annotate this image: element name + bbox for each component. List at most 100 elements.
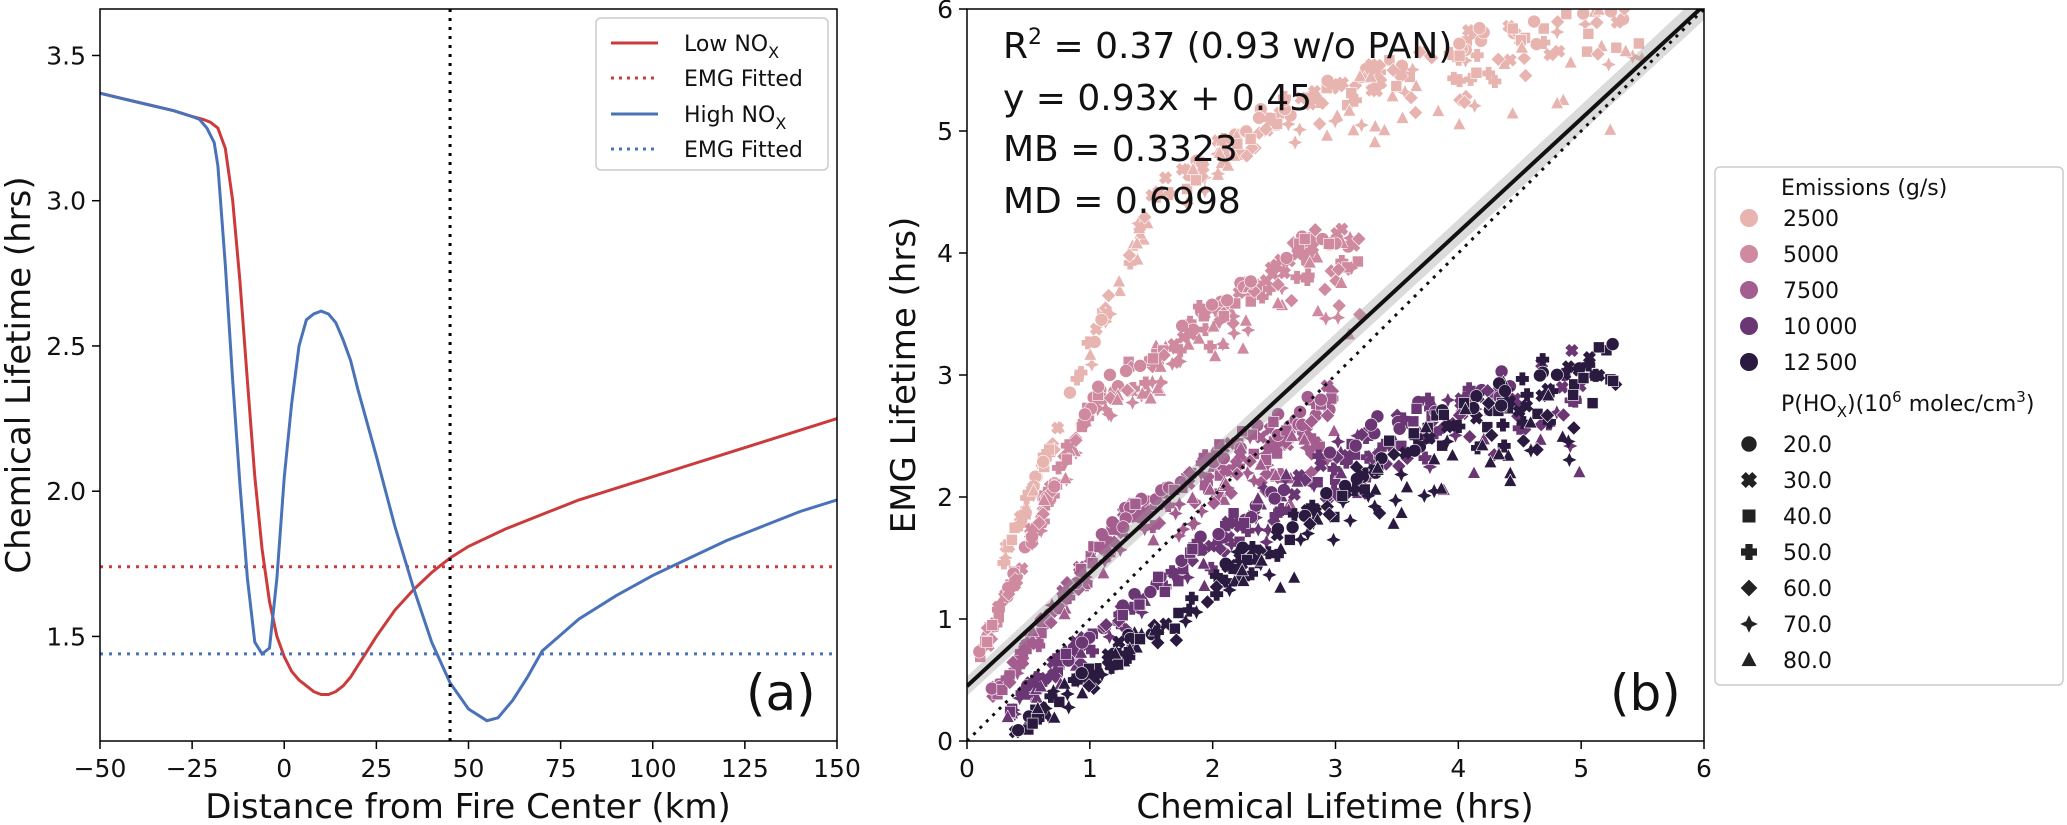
scatter-point — [1212, 314, 1227, 330]
scatter-point — [1610, 15, 1624, 29]
scatter-point — [1213, 438, 1226, 451]
scatter-point — [1216, 133, 1230, 147]
scatter-point — [1012, 659, 1026, 673]
scatter-point — [1024, 637, 1038, 651]
scatter-point — [1550, 24, 1565, 40]
scatter-point — [1469, 389, 1484, 403]
x-tick-label: 50 — [453, 754, 485, 783]
scatter-point — [1181, 183, 1193, 195]
scatter-point — [1067, 673, 1081, 687]
x-tick-label: 5 — [1573, 754, 1589, 783]
scatter-point — [1137, 521, 1152, 537]
scatter-point — [1412, 44, 1428, 60]
scatter-point — [1230, 571, 1245, 586]
scatter-point — [1543, 48, 1557, 62]
scatter-point — [1194, 543, 1209, 557]
scatter-point — [1616, 9, 1632, 17]
scatter-point — [1405, 62, 1420, 77]
scatter-point — [1533, 368, 1547, 383]
scatter-point — [1139, 376, 1153, 390]
scatter-point — [1060, 439, 1074, 453]
scatter-point — [1512, 421, 1526, 435]
scatter-point — [1422, 431, 1436, 445]
y-tick-label: 1.5 — [46, 622, 86, 651]
scatter-point — [1011, 723, 1025, 737]
scatter-point — [1440, 434, 1455, 449]
scatter-point — [1562, 452, 1577, 468]
scatter-point — [1017, 510, 1031, 524]
scatter-point — [1119, 364, 1133, 378]
scatter-point — [1180, 196, 1195, 211]
scatter-point — [1452, 116, 1467, 130]
scatter-point — [1589, 14, 1605, 31]
panel-b-x-ticks: 0 1 2 3 4 5 6 — [959, 741, 1712, 783]
scatter-point — [1216, 451, 1231, 466]
scatter-point — [1541, 387, 1556, 402]
scatter-point — [1165, 565, 1179, 579]
scatter-point — [1312, 449, 1326, 463]
scatter-point — [981, 636, 994, 648]
scatter-point — [1259, 534, 1274, 550]
scatter-point — [1581, 45, 1593, 58]
scatter-point — [1176, 522, 1191, 537]
scatter-point — [1523, 414, 1538, 429]
scatter-point — [1582, 351, 1596, 365]
scatter-point — [1079, 574, 1094, 589]
scatter-point — [1236, 340, 1251, 355]
scatter-point — [1497, 439, 1511, 453]
y-tick-label: 3 — [937, 361, 953, 390]
scatter-point — [1350, 428, 1365, 443]
mean-deviation-annotation: MD = 0.6998 — [1003, 181, 1241, 222]
scatter-point — [1134, 605, 1150, 620]
scatter-point — [1264, 439, 1278, 453]
scatter-point — [1057, 676, 1072, 690]
scatter-point — [1458, 401, 1473, 415]
scatter-point — [1211, 527, 1226, 541]
svg-text:EMG Fitted: EMG Fitted — [684, 138, 803, 163]
scatter-point — [1331, 298, 1347, 314]
legend-emission-label: 7500 — [1783, 279, 1839, 304]
x-tick-label: 150 — [813, 754, 861, 783]
scatter-point — [1576, 9, 1591, 21]
scatter-point — [1494, 398, 1509, 413]
scatter-point — [1210, 587, 1224, 601]
scatter-point — [1285, 520, 1300, 535]
scatter-point — [986, 619, 999, 632]
scatter-point — [1180, 570, 1195, 585]
scatter-point — [1220, 293, 1234, 308]
scatter-point — [1394, 67, 1408, 82]
scatter-point — [1292, 469, 1306, 483]
scatter-point — [1577, 372, 1590, 384]
scatter-point — [1523, 443, 1539, 458]
x-tick-label: 125 — [721, 754, 769, 783]
scatter-point — [1311, 476, 1324, 489]
scatter-point — [1398, 446, 1412, 460]
legend-emissions-title: Emissions (g/s) — [1781, 176, 1947, 201]
scatter-point — [1307, 84, 1322, 98]
fit-equation-annotation: y = 0.93x + 0.45 — [1003, 78, 1312, 119]
scatter-point — [1262, 282, 1276, 296]
scatter-point — [1344, 260, 1359, 276]
scatter-point — [1150, 635, 1166, 651]
scatter-point — [1173, 344, 1187, 358]
scatter-point — [1565, 343, 1579, 358]
scatter-point — [1163, 187, 1177, 201]
scatter-point — [1555, 380, 1569, 394]
scatter-point — [1173, 354, 1188, 369]
scatter-point — [1024, 536, 1040, 552]
regression-fit-line — [967, 9, 1703, 688]
scatter-point — [1410, 402, 1423, 415]
scatter-point — [1129, 509, 1143, 523]
scatter-point — [1634, 51, 1650, 66]
scatter-point — [1560, 9, 1573, 20]
scatter-point — [1203, 340, 1217, 354]
scatter-point — [1081, 336, 1095, 350]
one-to-one-line — [967, 9, 1704, 741]
legend-phox-label: 50.0 — [1783, 541, 1832, 566]
scatter-point — [1146, 520, 1160, 534]
scatter-point — [1031, 515, 1047, 531]
legend-marker-circle-icon — [1740, 435, 1758, 453]
scatter-point — [1057, 456, 1073, 471]
panel-a-x-axis-label: Distance from Fire Center (km) — [205, 787, 730, 825]
